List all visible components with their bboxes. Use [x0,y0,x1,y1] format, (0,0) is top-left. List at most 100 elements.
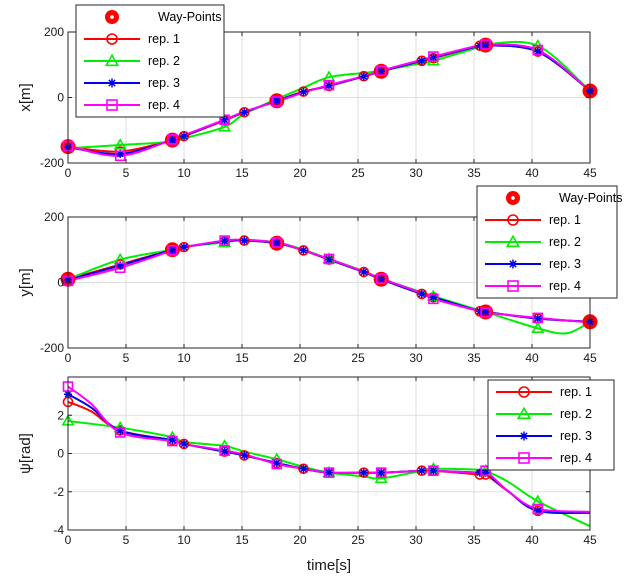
data-point-star [417,289,426,299]
data-point-star [272,459,281,468]
data-point-circle [239,106,250,118]
data-point-square [323,467,335,478]
x-tick-label: 0 [65,533,72,547]
x-tick-label: 25 [351,166,365,180]
data-point-square [219,235,230,246]
y-tick-label: -200 [40,341,64,355]
x-tick-label: 15 [235,351,249,365]
legend-label-1: rep. 1 [148,32,180,46]
legend-label-waypoints: Way-Points [158,10,221,24]
legend-marker-1 [106,33,118,45]
data-point-star [377,468,386,477]
x-tick-label: 5 [123,166,130,180]
data-point-square [167,435,178,447]
legend-label-3: rep. 3 [549,257,581,271]
data-point-circle [239,235,250,246]
data-point-circle [178,130,190,142]
legend-marker-2 [104,53,120,67]
x-tick-label: 15 [235,533,249,547]
data-point-star [168,436,177,445]
data-point-square [480,465,491,477]
data-point-star [168,245,177,254]
data-point-star [179,439,189,448]
data-point-square [271,458,283,470]
data-point-circle [358,266,370,278]
data-point-square [532,312,544,324]
data-point-circle [178,241,190,253]
x-tick-label: 15 [235,166,249,180]
data-point-star [429,53,438,62]
data-point-circle [298,245,309,256]
data-point-square [480,39,491,50]
data-point-star [377,275,386,284]
data-point-star [481,307,490,317]
legend-marker-3 [107,78,117,88]
data-point-star [429,466,438,475]
x-tick-label: 5 [123,533,130,547]
x-tick-label: 45 [583,533,597,547]
x-tick-label: 35 [467,166,481,180]
x-tick-label: 25 [351,533,365,547]
data-point-circle [358,467,370,478]
x-tick-label: 20 [293,351,307,365]
data-point-star [240,236,249,245]
data-point-square [219,445,230,456]
legend-label-1: rep. 1 [549,213,581,227]
data-point-square [271,96,283,107]
legend-waypoint-marker-center [511,196,515,200]
legend-label-1: rep. 1 [560,385,592,399]
y-tick-label: 0 [57,91,64,105]
data-point-star [299,246,308,255]
data-point-square [532,503,544,515]
data-point-star [417,466,426,475]
legend-label-2: rep. 2 [148,54,180,68]
x-tick-label: 0 [65,166,72,180]
legend-label-3: rep. 3 [560,429,592,443]
x-tick-label: 10 [177,351,191,365]
data-point-star [116,261,125,270]
data-point-star [324,255,334,264]
data-point-circle [416,55,428,67]
legend: Way-Points rep. 1 rep. 2 rep. 3 rep. 4 [75,4,225,118]
data-point-square [167,134,178,145]
x-tick-label: 40 [525,533,539,547]
data-point-circle [416,465,428,477]
legend-marker-1 [518,386,530,398]
data-point-circle [239,450,250,461]
y-axis-label: x[m] [17,83,34,111]
data-point-square [114,427,126,438]
data-point-star [179,132,189,141]
y-tick-label: 200 [44,210,64,224]
x-tick-label: 10 [177,533,191,547]
data-point-star [533,506,542,515]
y-axis-label: y[m] [17,268,34,296]
y-tick-label: 200 [44,25,64,39]
x-tick-label: 25 [351,351,365,365]
data-point-star [324,81,334,90]
y-tick-label: 0 [57,276,64,290]
y-tick-label: 0 [57,447,64,461]
data-point-circle [298,86,309,97]
legend-label-2: rep. 2 [560,407,592,421]
legend-marker-4 [106,99,118,111]
x-tick-label: 10 [177,166,191,180]
x-tick-label: 20 [293,166,307,180]
data-point-star [299,87,308,96]
legend-label-3: rep. 3 [148,76,180,90]
series-markers-4 [62,381,544,515]
data-point-square [480,307,491,318]
legend-marker-3 [519,431,529,441]
x-tick-label: 30 [409,166,423,180]
legend-marker-2 [516,406,532,420]
x-tick-label: 45 [583,166,597,180]
data-point-star [481,468,490,477]
data-point-star [272,96,281,105]
data-point-square [323,253,335,265]
data-point-star [324,468,334,477]
data-point-square [219,114,230,126]
data-point-star [272,239,281,248]
data-point-star [179,243,189,252]
chart-panel-1: 0 5 10 15 20 25 30 35 40 45-2000200x[m]Way-Points… [17,4,598,180]
data-point-square [428,51,439,62]
x-tick-label: 5 [123,351,130,365]
